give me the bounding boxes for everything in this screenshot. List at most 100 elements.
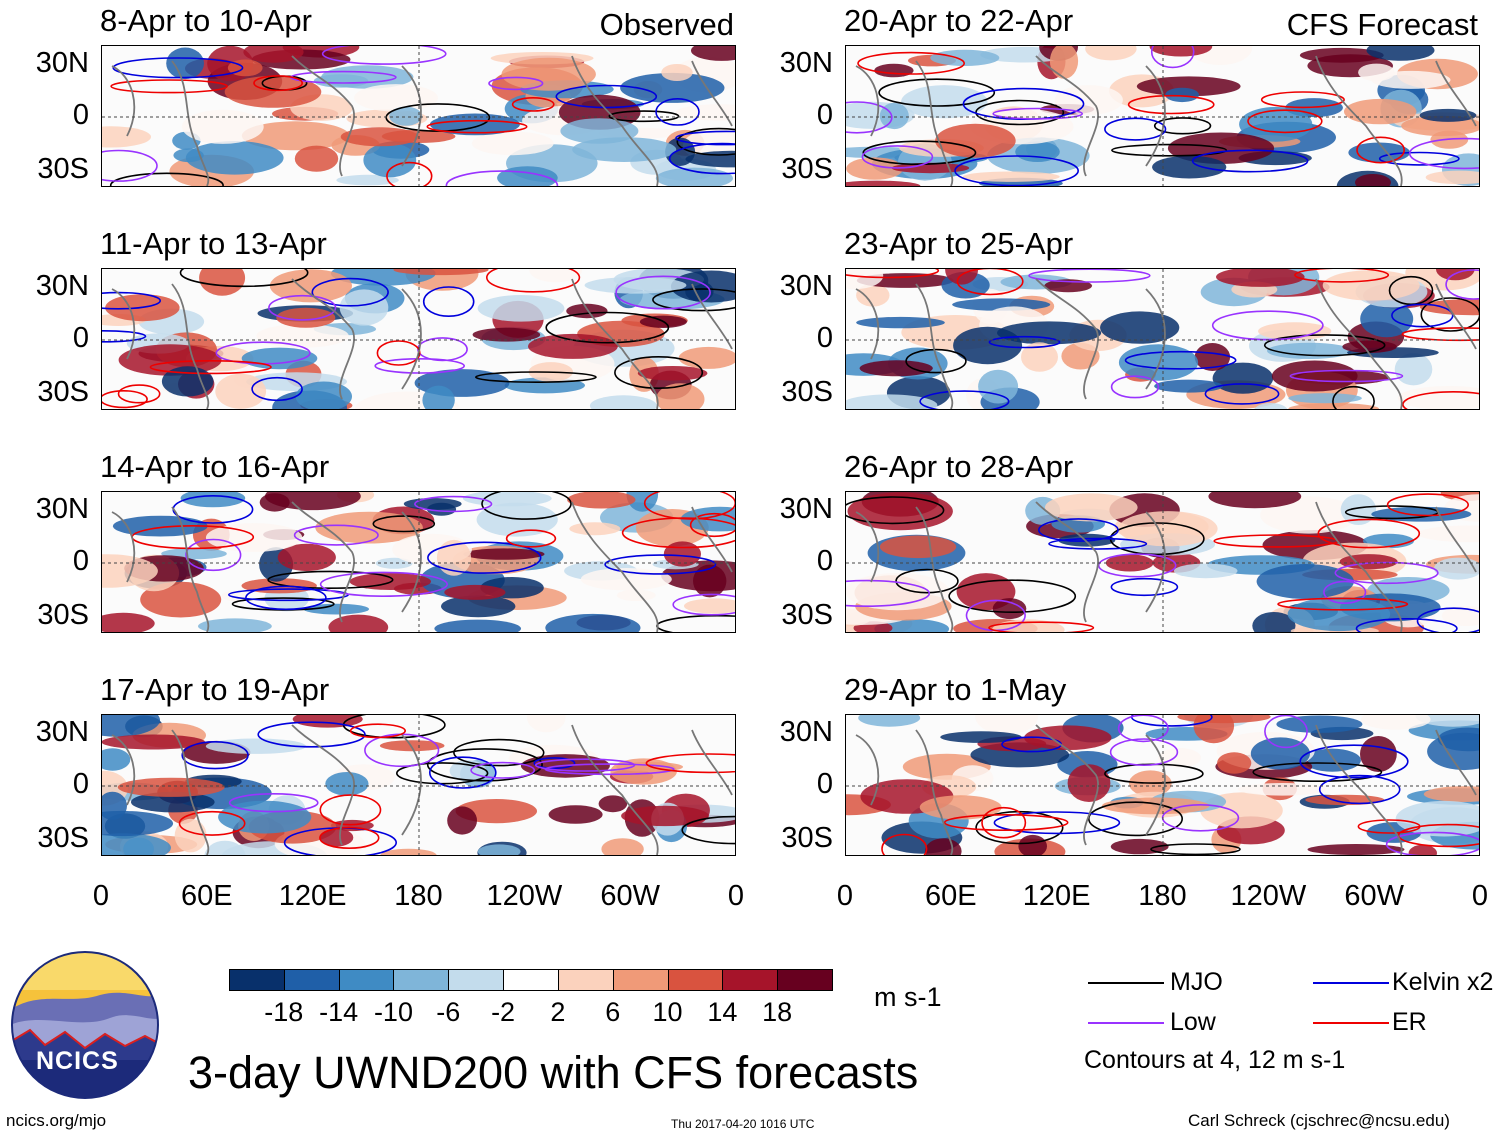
- anomaly-shading: [1149, 46, 1213, 57]
- contour-low: [321, 46, 447, 65]
- contour-mjo: [681, 815, 735, 845]
- lat-tick-label: 30S: [37, 822, 89, 854]
- anomaly-shading: [1371, 506, 1472, 522]
- lon-tick-label: 60W: [1344, 880, 1404, 912]
- contour-mjo: [846, 496, 945, 525]
- colorbar-swatch: [557, 969, 614, 991]
- panel-title: 11-Apr to 13-Apr: [100, 226, 327, 261]
- anomaly-shading: [693, 564, 727, 598]
- anomaly-shading: [205, 523, 303, 552]
- legend-swatch: [1088, 1022, 1164, 1024]
- lon-tick-label: 120E: [1022, 880, 1091, 912]
- contour-kelvin-x2: [919, 390, 1010, 409]
- anomaly-shading: [691, 46, 735, 61]
- contour-mjo: [1332, 385, 1375, 409]
- lon-tick-label: 0: [836, 880, 854, 912]
- anomaly-shading: [1256, 564, 1354, 599]
- panel-title: 8-Apr to 10-Apr: [100, 3, 312, 38]
- anomaly-shading: [930, 49, 1000, 66]
- contour-low: [615, 275, 711, 310]
- map-panel: [101, 714, 736, 856]
- contour-er: [1277, 597, 1409, 611]
- anomaly-shading: [1344, 98, 1417, 125]
- contour-kelvin-x2: [533, 757, 576, 770]
- wind-anomaly-field: [846, 492, 1479, 632]
- anomaly-shading: [269, 269, 352, 303]
- anomaly-shading: [1173, 563, 1238, 579]
- wind-anomaly-field: [102, 46, 735, 186]
- anomaly-shading: [859, 360, 933, 377]
- lat-tick-label: 30N: [779, 716, 833, 748]
- lat-tick-label: 0: [72, 99, 89, 131]
- contour-low: [488, 76, 544, 91]
- colorbar-tick-label: 14: [707, 997, 738, 1027]
- lat-tick-label: 0: [816, 99, 833, 131]
- colorbar-swatch: [612, 969, 669, 991]
- contour-kelvin-x2: [954, 155, 1079, 186]
- lon-tick-label: 60E: [925, 880, 977, 912]
- anomaly-shading: [1118, 344, 1199, 381]
- anomaly-shading: [847, 492, 953, 531]
- contour-mjo: [109, 172, 224, 186]
- contour-mjo: [652, 288, 735, 312]
- legend-label: Low: [1170, 1008, 1216, 1036]
- contour-kelvin-x2: [1204, 383, 1280, 405]
- contour-low: [1408, 137, 1479, 170]
- contour-er: [881, 833, 928, 855]
- contour-kelvin-x2: [422, 286, 475, 317]
- anomaly-shading: [102, 126, 151, 148]
- anomaly-shading: [1288, 393, 1362, 404]
- lat-tick-label: 30S: [37, 153, 89, 185]
- lon-tick-label: 180: [394, 880, 443, 912]
- anomaly-shading: [858, 715, 921, 727]
- lat-tick-label: 30S: [781, 153, 833, 185]
- anomaly-shading: [477, 295, 565, 322]
- contour-kelvin-x2: [245, 585, 327, 611]
- contour-kelvin-x2: [668, 142, 735, 175]
- anomaly-shading: [598, 795, 628, 813]
- anomaly-shading: [1427, 732, 1479, 771]
- panel-title: 26-Apr to 28-Apr: [844, 449, 1074, 484]
- contour-mjo: [676, 127, 735, 156]
- lon-tick-label: 120W: [1230, 880, 1307, 912]
- contour-kelvin-x2: [1124, 350, 1237, 370]
- anomaly-shading: [1360, 300, 1414, 338]
- contour-kelvin-x2: [181, 741, 249, 770]
- panel-title: 20-Apr to 22-Apr: [844, 3, 1074, 38]
- contour-kelvin-x2: [1416, 607, 1479, 632]
- anomaly-shading: [1276, 715, 1363, 733]
- anomaly-shading: [1303, 748, 1361, 772]
- contour-mjo: [426, 748, 543, 782]
- contour-er: [349, 723, 406, 739]
- contour-er: [117, 384, 161, 404]
- anomaly-shading: [313, 74, 369, 88]
- anomaly-shading: [102, 833, 171, 855]
- colorbar-tick-label: -2: [491, 997, 516, 1027]
- contour-er: [178, 810, 246, 836]
- contour-low: [1028, 269, 1151, 283]
- anomaly-shading: [102, 810, 174, 837]
- coastline: [855, 278, 1477, 409]
- anomaly-shading: [661, 64, 693, 81]
- map-panel: [101, 268, 736, 410]
- lat-tick-label: 0: [816, 322, 833, 354]
- contour-low: [319, 571, 448, 598]
- anomaly-shading: [422, 385, 455, 409]
- anomaly-shading: [256, 324, 349, 348]
- lat-tick-label: 30S: [37, 599, 89, 631]
- contour-low: [417, 337, 468, 362]
- colorbar-tick-label: -18: [264, 997, 304, 1027]
- colorbar-tick-label: 6: [605, 997, 621, 1027]
- contour-er: [110, 79, 228, 94]
- anomaly-shading: [173, 148, 204, 163]
- lat-tick-label: 30N: [35, 47, 89, 79]
- anomaly-shading: [620, 72, 725, 103]
- panel-title: 23-Apr to 25-Apr: [844, 226, 1074, 261]
- contour-er: [621, 517, 735, 549]
- lon-tick-label: 0: [727, 880, 745, 912]
- anomaly-shading: [241, 347, 318, 370]
- colorbar-swatch: [503, 969, 559, 991]
- anomaly-shading: [102, 715, 160, 737]
- anomaly-shading: [315, 511, 423, 544]
- anomaly-shading: [567, 492, 636, 509]
